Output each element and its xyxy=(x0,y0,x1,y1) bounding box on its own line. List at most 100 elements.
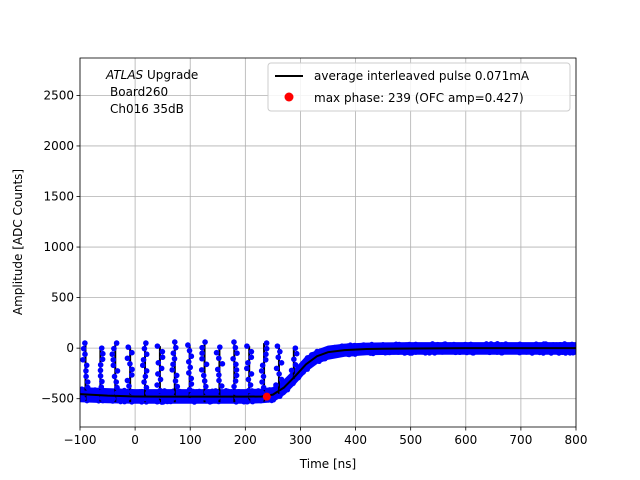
spike-point xyxy=(111,373,118,380)
spike-point xyxy=(109,351,116,358)
spike-point xyxy=(129,349,135,356)
spike-point xyxy=(213,349,220,356)
spike-point xyxy=(99,356,106,363)
spike-point xyxy=(247,382,254,388)
sample-point xyxy=(361,342,367,348)
sample-point xyxy=(396,341,402,347)
spike-point xyxy=(217,344,223,350)
spike-point xyxy=(277,348,283,355)
spike-point xyxy=(186,397,193,404)
spike-point xyxy=(232,389,238,395)
annotation-italic: ATLAS xyxy=(105,68,144,82)
spike-point xyxy=(293,350,300,357)
spike-point xyxy=(155,360,162,366)
spike-point xyxy=(142,373,149,380)
spike-point xyxy=(245,387,252,394)
spike-point xyxy=(139,362,146,369)
sample-point xyxy=(118,389,125,396)
legend-box xyxy=(267,62,571,112)
sample-point xyxy=(177,388,183,394)
sample-point xyxy=(121,399,128,405)
sample-point xyxy=(160,397,166,403)
x-tick-label: 500 xyxy=(399,433,422,447)
sample-point xyxy=(569,341,575,347)
sample-point xyxy=(489,349,495,355)
spike-point xyxy=(143,368,150,374)
spike-point xyxy=(110,395,116,402)
spike-point xyxy=(199,350,205,357)
spike-point xyxy=(143,340,149,346)
plot-area xyxy=(80,339,576,405)
spike-point xyxy=(263,340,270,346)
spike-point xyxy=(173,372,180,379)
spike-point xyxy=(292,345,299,351)
spike-point xyxy=(232,378,239,384)
sample-point xyxy=(391,348,397,354)
spike-point xyxy=(83,373,89,380)
spike-point xyxy=(288,367,295,374)
spike-point xyxy=(98,384,105,390)
spike-point xyxy=(99,378,105,385)
spike-point xyxy=(128,388,135,395)
x-tick-label: −100 xyxy=(64,433,97,447)
spike-point xyxy=(259,362,266,369)
sample-point xyxy=(426,350,433,356)
spike-point xyxy=(231,383,237,390)
sample-point xyxy=(529,350,535,356)
spike-point xyxy=(114,368,121,374)
spike-point xyxy=(262,356,269,363)
y-tick-label: 500 xyxy=(51,291,74,305)
sample-point xyxy=(422,343,428,349)
spike-point xyxy=(111,345,117,352)
spike-point xyxy=(157,376,164,383)
spike-point xyxy=(216,372,222,378)
spike-point xyxy=(245,376,252,383)
spike-point xyxy=(213,388,220,395)
sample-point xyxy=(446,348,452,355)
spike-point xyxy=(292,362,299,368)
spike-point xyxy=(129,372,135,378)
sample-point xyxy=(255,388,261,394)
legend: average interleaved pulse 0.071mA max ph… xyxy=(267,62,571,112)
sample-point xyxy=(442,341,448,347)
spike-point xyxy=(273,365,280,372)
spike-point xyxy=(97,373,104,379)
spike-point xyxy=(143,351,150,358)
spike-point xyxy=(200,372,207,379)
sample-point xyxy=(194,389,200,395)
sample-point xyxy=(368,350,374,356)
spike-point xyxy=(278,360,285,366)
spike-point xyxy=(171,355,178,362)
spike-point xyxy=(263,345,270,352)
spike-point xyxy=(233,372,240,379)
sample-point xyxy=(346,352,352,358)
spike-point xyxy=(258,368,265,374)
spike-point xyxy=(169,389,175,395)
spike-point xyxy=(83,368,89,374)
spike-point xyxy=(169,367,176,373)
sample-point xyxy=(223,388,229,394)
spike-point xyxy=(232,344,239,351)
x-tick-label: 100 xyxy=(179,433,202,447)
spike-point xyxy=(244,398,250,405)
sample-point xyxy=(284,386,290,392)
spike-point xyxy=(83,362,90,369)
y-tick-label: 2500 xyxy=(43,88,74,102)
spike-point xyxy=(188,353,195,360)
max-phase-marker xyxy=(262,392,271,401)
spike-point xyxy=(186,386,193,393)
spike-point xyxy=(127,361,133,367)
spike-point xyxy=(124,355,131,362)
spike-point xyxy=(219,361,226,367)
spike-point xyxy=(158,365,165,372)
x-tick-label: 800 xyxy=(565,433,588,447)
sample-point xyxy=(558,342,564,348)
spike-point xyxy=(126,383,132,389)
tick-labels: −100 0 100 200 300 400 500 600 700 800 −500 0 500 100… xyxy=(41,88,587,447)
sample-point xyxy=(541,341,547,347)
sample-point xyxy=(383,348,389,354)
sample-point xyxy=(509,347,515,354)
sample-point xyxy=(483,341,489,347)
spike-point xyxy=(263,351,269,358)
sample-point xyxy=(240,396,246,403)
